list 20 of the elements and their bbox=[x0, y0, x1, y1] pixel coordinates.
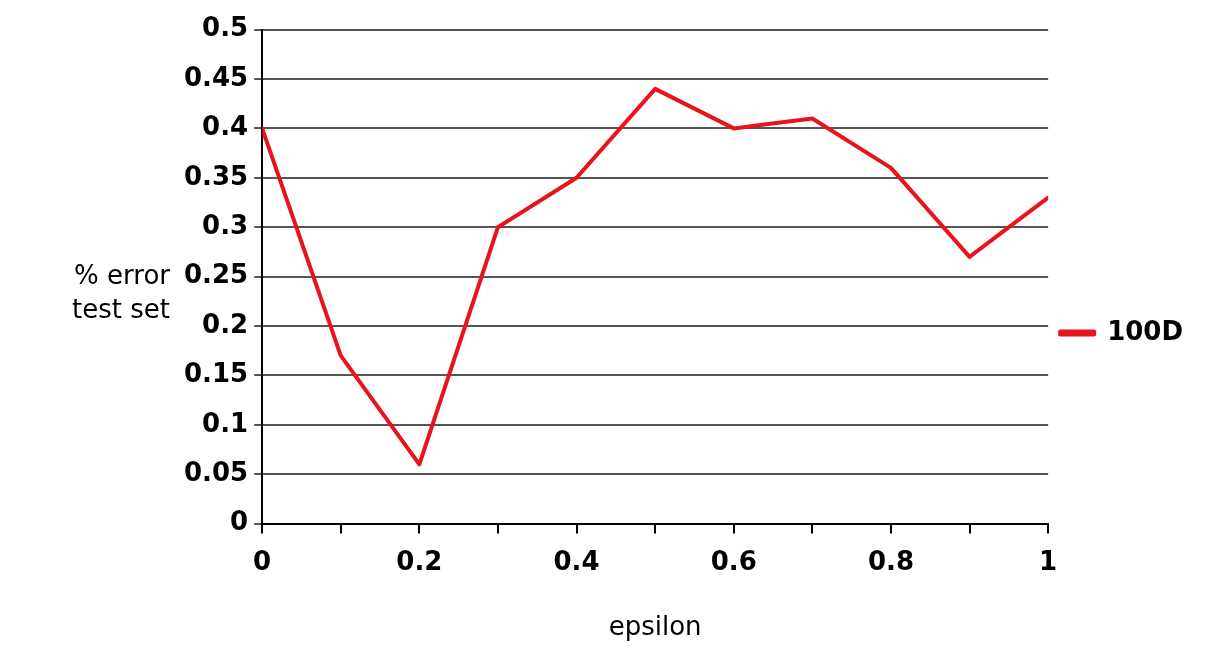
y-tick-label: 0.35 bbox=[183, 160, 249, 191]
y-tick-label: 0.1 bbox=[202, 407, 249, 438]
y-tick-label: 0.2 bbox=[202, 308, 249, 339]
legend-label: 100D bbox=[1107, 315, 1183, 346]
y-tick-label: 0.4 bbox=[202, 111, 249, 142]
x-tick-label: 0.2 bbox=[396, 545, 443, 576]
y-tick-label: 0.5 bbox=[202, 12, 249, 43]
x-tick-label: 0 bbox=[253, 545, 272, 576]
y-tick-label: 0.45 bbox=[183, 61, 249, 92]
y-tick-label: 0.05 bbox=[183, 456, 249, 487]
x-axis-title: epsilon bbox=[608, 611, 702, 642]
x-tick-label: 0.4 bbox=[553, 545, 600, 576]
y-tick-label: 0.3 bbox=[202, 209, 249, 240]
y-tick-label: 0 bbox=[230, 506, 249, 537]
y-tick-label: 0.25 bbox=[183, 259, 249, 290]
x-tick-label: 0.6 bbox=[710, 545, 757, 576]
x-tick-label: 1 bbox=[1039, 545, 1058, 576]
y-axis-title: % error test set bbox=[71, 259, 170, 326]
x-tick-label: 0.8 bbox=[867, 545, 914, 576]
y-tick-label: 0.15 bbox=[183, 358, 249, 389]
